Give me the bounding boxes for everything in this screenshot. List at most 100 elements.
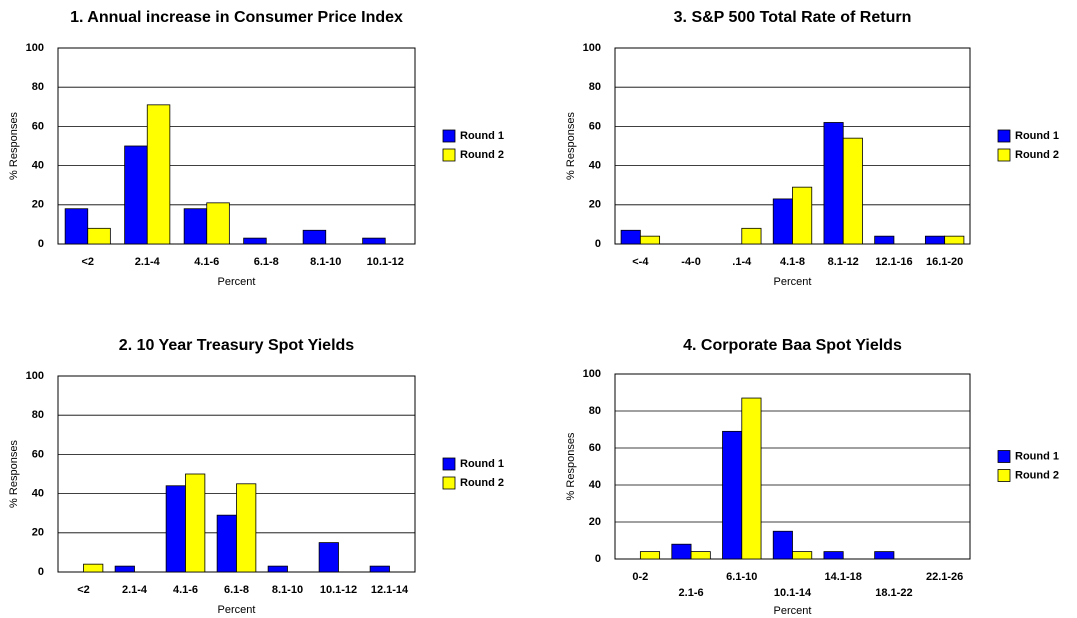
legend-swatch [997,450,1011,463]
legend-label: Round 2 [1015,469,1059,481]
y-tick-label: 20 [589,516,601,528]
bar [87,227,111,245]
legend-label: Round 1 [1015,130,1059,142]
x-tick-label: 2.1-4 [122,584,148,596]
legend-swatch [997,469,1011,482]
x-tick-label: <2 [81,256,94,268]
y-tick-label: 60 [32,120,44,132]
bar [267,565,288,573]
chart-title: 4. Corporate Baa Spot Yields [683,337,902,354]
bar [772,198,793,245]
bar [362,237,386,245]
y-tick-label: 80 [589,81,601,93]
bar [823,551,844,560]
x-tick-label: 2.1-4 [135,256,161,268]
legend-swatch [442,129,456,143]
bar [792,186,813,245]
x-tick-label: 12.1-14 [371,584,409,596]
legend-label: Round 1 [460,130,504,142]
y-tick-label: 100 [26,42,44,54]
bar [165,485,186,573]
legend-label: Round 2 [460,477,504,489]
y-tick-label: 80 [32,409,44,421]
x-tick-label: 4.1-6 [194,256,219,268]
chart-title: 1. Annual increase in Consumer Price Ind… [70,9,403,26]
x-tick-label: .1-4 [732,256,752,268]
y-tick-label: 0 [595,553,601,565]
legend-label: Round 2 [1015,149,1059,161]
y-tick-label: 20 [32,199,44,211]
y-tick-label: 60 [589,442,601,454]
bar [842,137,863,245]
x-tick-label: 4.1-8 [780,256,805,268]
chart-title: 3. S&P 500 Total Rate of Return [674,9,912,26]
bar [874,235,895,245]
bar [620,229,641,245]
x-tick-label: 6.1-8 [254,256,279,268]
y-tick-label: 0 [595,238,601,250]
bar [83,563,104,573]
y-tick-label: 40 [32,160,44,172]
y-tick-label: 20 [32,527,44,539]
x-axis-label: Percent [218,276,256,288]
legend-label: Round 2 [460,149,504,161]
x-tick-label: 14.1-18 [825,571,862,583]
x-tick-label: <-4 [632,256,649,268]
y-tick-label: 80 [589,405,601,417]
x-tick-label: 6.1-10 [726,571,757,583]
y-tick-label: 100 [583,42,601,54]
y-tick-label: 80 [32,81,44,93]
bar [924,235,946,245]
x-axis-label: Percent [218,604,256,616]
legend-label: Round 1 [460,458,504,470]
y-tick-label: 40 [32,488,44,500]
x-tick-label: -4-0 [681,256,701,268]
x-axis-label: Percent [774,605,812,617]
bar [183,208,208,245]
y-tick-label: 40 [589,479,601,491]
y-axis-label: % Responses [8,112,20,180]
y-tick-label: 60 [589,120,601,132]
bar [216,514,237,573]
legend-label: Round 1 [1015,450,1059,462]
x-tick-label: <2 [77,584,90,596]
bar [206,202,230,245]
x-tick-label: 6.1-8 [224,584,249,596]
x-tick-label: 12.1-16 [875,256,912,268]
legend-swatch [997,129,1011,143]
legend-swatch [442,476,456,490]
bar [639,551,661,560]
bar [690,551,711,560]
bar [318,542,339,573]
y-tick-label: 100 [26,370,44,382]
x-tick-label: 10.1-14 [774,587,812,599]
legend-swatch [442,457,456,471]
bar [741,227,762,245]
bar [944,235,965,245]
x-tick-label: 4.1-6 [173,584,198,596]
bar [185,473,206,573]
x-axis-label: Percent [774,276,812,288]
plot-frame [57,47,416,245]
bar [772,530,793,560]
y-tick-label: 20 [589,199,601,211]
x-tick-label: 2.1-6 [679,587,704,599]
x-tick-label: 8.1-12 [828,256,859,268]
legend-swatch [997,148,1011,162]
bar [741,397,762,560]
bar [302,229,327,245]
bar [146,104,171,245]
bar [639,235,661,245]
y-tick-label: 0 [38,566,44,578]
chart-title: 2. 10 Year Treasury Spot Yields [119,337,355,354]
x-tick-label: 22.1-26 [926,571,963,583]
y-tick-label: 0 [38,238,44,250]
bar [671,543,692,560]
x-tick-label: 10.1-12 [320,584,357,596]
bar [243,237,267,245]
x-tick-label: 8.1-10 [272,584,303,596]
bar [64,208,89,245]
y-axis-label: % Responses [565,112,577,180]
bar [874,551,895,560]
